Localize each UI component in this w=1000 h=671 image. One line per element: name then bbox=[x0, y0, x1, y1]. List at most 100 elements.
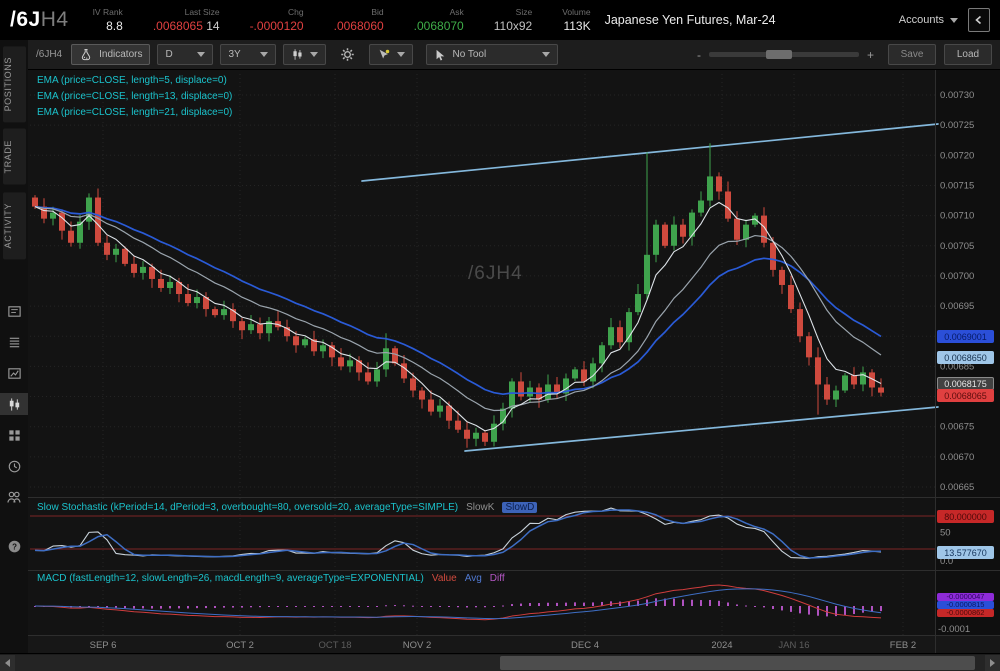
sidebar-item-linechart[interactable] bbox=[0, 362, 28, 384]
scrollbar-track[interactable] bbox=[15, 654, 985, 671]
sidebar-tabs: POSITIONS TRADE ACTIVITY bbox=[2, 46, 26, 266]
scroll-left-button[interactable] bbox=[0, 654, 15, 671]
accounts-label: Accounts bbox=[898, 14, 944, 26]
last-price-badge: 0.0068065 bbox=[937, 389, 994, 402]
quote-field-value: .0068060 bbox=[333, 19, 384, 33]
sidebar-item-grid[interactable] bbox=[0, 424, 28, 446]
panel-icon bbox=[7, 306, 21, 317]
ema5-label[interactable]: EMA (price=CLOSE, length=5, displace=0) bbox=[37, 75, 227, 86]
quote-fields: IV Rank 8.8 Last Size .0068065 14 Chg -.00001… bbox=[93, 7, 591, 33]
sidebar-tab-trade[interactable]: TRADE bbox=[2, 129, 26, 185]
ema13-label[interactable]: EMA (price=CLOSE, length=13, displace=0) bbox=[37, 91, 233, 102]
chart-settings-button[interactable] bbox=[333, 44, 362, 65]
price-axis-label: 0.00685 bbox=[940, 361, 974, 372]
gear-icon bbox=[341, 48, 355, 61]
macd-legend-avg[interactable]: Avg bbox=[464, 573, 482, 584]
quote-field-volume: Volume 113K bbox=[562, 7, 590, 33]
chevron-down-icon bbox=[310, 52, 319, 57]
price-axis-label: 0.00675 bbox=[940, 422, 974, 433]
sidebar-item-quotes[interactable] bbox=[0, 300, 28, 322]
price-axis-label: 0.00715 bbox=[940, 180, 974, 191]
study-labels-ema: EMA (price=CLOSE, length=5, displace=0) … bbox=[37, 73, 232, 121]
chevron-down-icon bbox=[197, 52, 206, 57]
price-axis-label: 0.00705 bbox=[940, 241, 974, 252]
macd-label[interactable]: MACD (fastLength=12, slowLength=26, macd… bbox=[37, 573, 424, 584]
sidebar-item-community[interactable] bbox=[0, 486, 28, 508]
zoom-slider[interactable] bbox=[708, 50, 859, 59]
candlestick-chart-icon bbox=[9, 398, 19, 411]
tool-dropdown[interactable]: No Tool bbox=[426, 44, 559, 65]
sidebar-item-chart-active[interactable] bbox=[0, 393, 28, 416]
candlestick-chart-icon bbox=[293, 49, 303, 60]
stoch-overbought-badge: 80.000000 bbox=[937, 510, 994, 523]
stoch-axis-label: 0.0 bbox=[940, 556, 953, 567]
chevron-down-icon bbox=[542, 52, 551, 57]
chart-canvas[interactable]: 0.00730 0.00725 0.00720 0.00715 0.00710 0.007… bbox=[28, 70, 1000, 653]
quote-field-value: 8.8 bbox=[106, 19, 123, 33]
chevron-left-icon bbox=[975, 15, 982, 25]
x-axis-label: JAN 16 bbox=[778, 640, 809, 651]
save-button[interactable]: Save bbox=[888, 44, 936, 65]
triangle-right-icon bbox=[990, 658, 995, 667]
ema13-price-badge: 0.0068650 bbox=[937, 351, 994, 364]
symbol-watermark: /6JH4 bbox=[468, 263, 523, 284]
zoom-slider-thumb[interactable] bbox=[765, 50, 792, 59]
sidebar-item-help[interactable]: ? bbox=[0, 535, 28, 557]
quote-field-chg: Chg -.0000120 bbox=[250, 7, 304, 33]
quote-field-bid: Bid .0068060 bbox=[334, 7, 384, 33]
line-chart-icon bbox=[7, 368, 21, 379]
sidebar-tab-activity[interactable]: ACTIVITY bbox=[2, 191, 26, 260]
accounts-dropdown[interactable]: Accounts bbox=[899, 14, 958, 26]
quote-bar: /6J H4 IV Rank 8.8 Last Size .0068065 14 Chg -… bbox=[0, 0, 1000, 40]
price-axis-label: 0.00725 bbox=[940, 120, 974, 131]
sidebar-item-watchlist[interactable] bbox=[0, 331, 28, 353]
zoom-out-button[interactable]: - bbox=[696, 47, 701, 62]
chart-type-dropdown[interactable] bbox=[283, 44, 327, 65]
quote-field-size: Size 110x92 bbox=[494, 7, 532, 33]
x-axis-label: OCT 18 bbox=[318, 640, 351, 651]
quote-field-label: Last Size bbox=[184, 7, 220, 17]
instrument-description: Japanese Yen Futures, Mar-24 bbox=[604, 13, 776, 27]
price-axis-label: 0.00720 bbox=[940, 150, 974, 161]
left-sidebar: POSITIONS TRADE ACTIVITY bbox=[0, 40, 28, 653]
help-icon: ? bbox=[8, 540, 20, 553]
macd-legend-value[interactable]: Value bbox=[431, 573, 457, 584]
horizontal-scrollbar bbox=[0, 653, 1000, 671]
quote-field-label: Ask bbox=[449, 7, 464, 17]
indicators-button[interactable]: Indicators bbox=[71, 44, 151, 65]
x-axis-label: 2024 bbox=[711, 640, 732, 651]
quote-field-label: Size bbox=[515, 7, 533, 17]
quote-field-iv-rank: IV Rank 8.8 bbox=[93, 7, 123, 33]
range-dropdown[interactable]: 3Y bbox=[220, 44, 277, 65]
timeframe-dropdown[interactable]: D bbox=[157, 44, 214, 65]
load-button[interactable]: Load bbox=[944, 44, 992, 65]
chevron-down-icon bbox=[397, 52, 406, 57]
stoch-label[interactable]: Slow Stochastic (kPeriod=14, dPeriod=3, … bbox=[37, 502, 459, 513]
timeframe-value: D bbox=[165, 49, 173, 60]
scrollbar-thumb[interactable] bbox=[500, 655, 976, 670]
macd-axis-label: -0.0001 bbox=[938, 624, 970, 635]
quote-field-value: .0068070 bbox=[413, 19, 464, 33]
stoch-legend-slowk[interactable]: SlowK bbox=[466, 502, 495, 513]
symbol-contract: H4 bbox=[40, 8, 69, 31]
quote-field-value: .0068065 14 bbox=[152, 19, 220, 33]
clock-icon bbox=[8, 460, 20, 473]
drawings-dropdown[interactable] bbox=[369, 44, 414, 65]
quote-field-last-size: Last Size .0068065 14 bbox=[153, 7, 220, 33]
symbol-title: /6J H4 bbox=[10, 8, 69, 32]
zoom-in-button[interactable]: + bbox=[866, 47, 874, 62]
ema21-price-badge: 0.0069001 bbox=[937, 330, 994, 343]
macd-legend-diff[interactable]: Diff bbox=[489, 573, 505, 584]
stoch-value-badge: 13.577670 bbox=[937, 546, 994, 559]
ema21-label[interactable]: EMA (price=CLOSE, length=21, displace=0) bbox=[37, 107, 233, 118]
scroll-right-button[interactable] bbox=[985, 654, 1000, 671]
range-value: 3Y bbox=[228, 49, 241, 60]
macd-diff-badge: -0.0000047 bbox=[937, 593, 994, 601]
collapse-panel-button[interactable] bbox=[968, 8, 990, 32]
sidebar-tab-positions[interactable]: POSITIONS bbox=[2, 46, 26, 123]
sidebar-item-history[interactable] bbox=[0, 455, 28, 477]
grid-icon bbox=[8, 430, 20, 441]
svg-text:?: ? bbox=[12, 542, 17, 551]
quote-field-ask: Ask .0068070 bbox=[414, 7, 464, 33]
stoch-legend-slowd[interactable]: SlowD bbox=[502, 502, 538, 513]
